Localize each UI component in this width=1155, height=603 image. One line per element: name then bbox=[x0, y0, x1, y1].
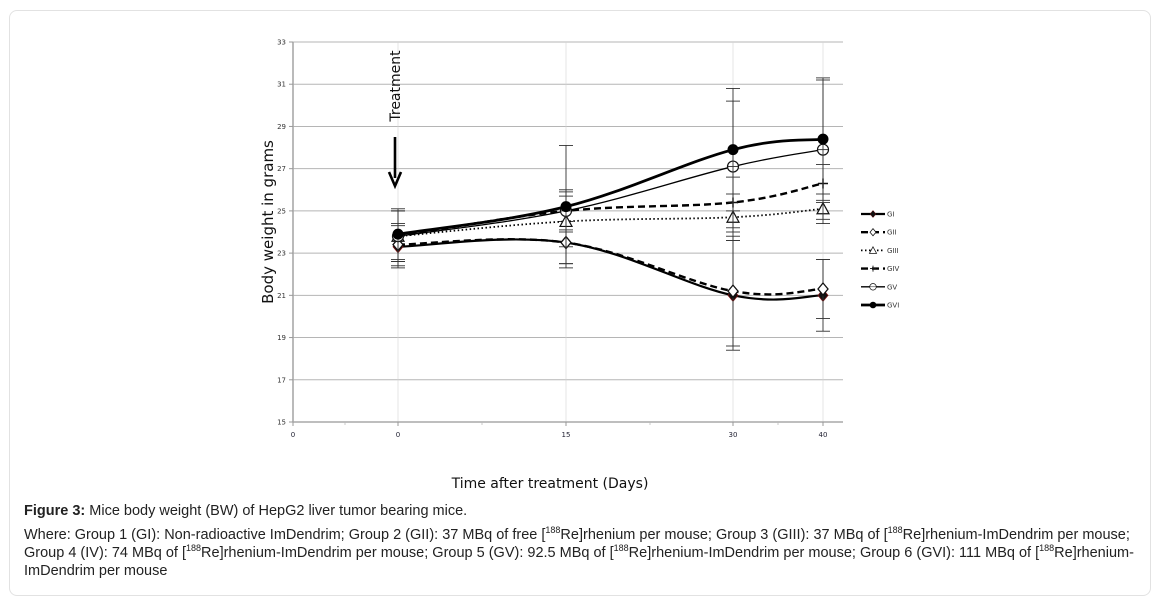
circle-filled-icon bbox=[817, 133, 829, 145]
circle-filled-icon bbox=[727, 144, 739, 156]
legend-marker bbox=[870, 265, 877, 272]
plus-icon bbox=[870, 265, 877, 272]
treatment-annotation: Treatment bbox=[387, 50, 404, 190]
y-tick-label: 15 bbox=[277, 419, 286, 427]
legend-item-giv: GIV bbox=[861, 265, 899, 273]
diamond-open-icon bbox=[817, 281, 829, 297]
caption-title: Figure 3: Mice body weight (BW) of HepG2… bbox=[24, 502, 1144, 520]
y-tick-label: 31 bbox=[277, 81, 286, 89]
series-line bbox=[397, 238, 824, 296]
legend-label: GII bbox=[887, 229, 897, 237]
y-tick-label: 25 bbox=[277, 207, 286, 215]
circle-filled-icon bbox=[392, 228, 404, 240]
x-tick-label: 0 bbox=[291, 431, 295, 439]
isotope-superscript: 188 bbox=[545, 525, 561, 536]
y-tick-label: 33 bbox=[277, 39, 286, 47]
y-tick-label: 27 bbox=[277, 165, 286, 173]
caption-text: Re]rhenium-ImDendrim per mouse bbox=[24, 545, 1134, 579]
legend: GI GII GIII GIV GV GVI bbox=[861, 210, 899, 310]
x-axis-label: Time after treatment (Days) bbox=[451, 476, 649, 492]
caption-text: Where: Group 1 (GI): Non-radioactive ImD… bbox=[24, 527, 546, 543]
isotope-superscript: 188 bbox=[186, 543, 202, 554]
diamond-open-icon bbox=[869, 227, 877, 237]
y-tick-label: 23 bbox=[277, 250, 286, 258]
y-axis-label: Body weight in grams bbox=[259, 140, 277, 304]
data-point bbox=[727, 144, 739, 156]
x-tick-label: 15 bbox=[562, 431, 571, 439]
series-gvi bbox=[391, 77, 830, 269]
figure-caption: Figure 3: Mice body weight (BW) of HepG2… bbox=[24, 502, 1144, 580]
x-tick-label: 40 bbox=[819, 431, 828, 439]
y-tick-label: 21 bbox=[277, 292, 286, 300]
x-tick-label: 0 bbox=[396, 431, 400, 439]
legend-item-gi: GI bbox=[861, 210, 895, 219]
data-point bbox=[392, 228, 404, 240]
series-line bbox=[397, 238, 824, 301]
legend-label: GVI bbox=[887, 302, 899, 310]
caption-text: Re]rhenium-ImDendrim per mouse; Group 4 … bbox=[24, 527, 1130, 561]
isotope-superscript: 188 bbox=[887, 525, 903, 536]
figure-title: Mice body weight (BW) of HepG2 liver tum… bbox=[85, 503, 468, 519]
x-tick-label: 30 bbox=[729, 431, 738, 439]
legend-marker bbox=[869, 227, 877, 237]
legend-label: GI bbox=[887, 211, 895, 219]
treatment-arrow-head-icon bbox=[387, 171, 403, 190]
series-line bbox=[397, 149, 824, 237]
data-point bbox=[727, 284, 739, 299]
data-point bbox=[817, 133, 829, 145]
diamond-filled-icon bbox=[869, 210, 877, 218]
figure-label: Figure 3: bbox=[24, 503, 86, 519]
data-point bbox=[817, 281, 829, 297]
series-line bbox=[397, 137, 824, 236]
circle-filled-icon bbox=[560, 201, 572, 213]
legend-item-gv: GV bbox=[861, 283, 897, 291]
legend-label: GIV bbox=[887, 265, 899, 273]
figure-card bbox=[9, 10, 1151, 596]
caption-body: Where: Group 1 (GI): Non-radioactive ImD… bbox=[24, 526, 1144, 580]
treatment-label: Treatment bbox=[388, 50, 404, 123]
y-ticks: 15 17 19 21 23 25 27 29 31 33 bbox=[277, 39, 293, 427]
series-group bbox=[390, 77, 831, 351]
series-gv bbox=[391, 79, 830, 263]
y-tick-label: 19 bbox=[277, 334, 286, 342]
x-ticks: 0 0 15 30 40 bbox=[291, 422, 828, 439]
y-tick-label: 29 bbox=[277, 123, 286, 131]
legend-label: GIII bbox=[887, 247, 899, 255]
legend-marker bbox=[868, 246, 878, 254]
caption-text: Re]rhenium-ImDendrim per mouse; Group 5 … bbox=[201, 545, 614, 561]
y-tick-label: 17 bbox=[277, 376, 286, 384]
caption-text: Re]rhenium-ImDendrim per mouse; Group 6 … bbox=[628, 545, 1040, 561]
diamond-open-icon bbox=[727, 284, 739, 299]
legend-item-giii: GIII bbox=[861, 246, 899, 255]
legend-marker bbox=[869, 283, 877, 291]
isotope-superscript: 188 bbox=[613, 543, 629, 554]
caption-text: Re]rhenium per mouse; Group 3 (GIII): 37… bbox=[560, 527, 888, 543]
legend-item-gvi: GVI bbox=[861, 302, 899, 310]
triangle-open-icon bbox=[868, 246, 878, 254]
isotope-superscript: 188 bbox=[1039, 543, 1055, 554]
legend-label: GV bbox=[887, 283, 897, 291]
circle-filled-icon bbox=[869, 301, 877, 309]
legend-marker bbox=[869, 210, 877, 218]
series-line bbox=[397, 182, 824, 238]
series-gii bbox=[391, 220, 830, 347]
legend-marker bbox=[869, 301, 877, 309]
legend-item-gii: GII bbox=[861, 227, 897, 237]
axes bbox=[292, 42, 843, 423]
data-point bbox=[560, 201, 572, 213]
series-giv bbox=[391, 163, 830, 263]
series-line bbox=[397, 207, 824, 238]
